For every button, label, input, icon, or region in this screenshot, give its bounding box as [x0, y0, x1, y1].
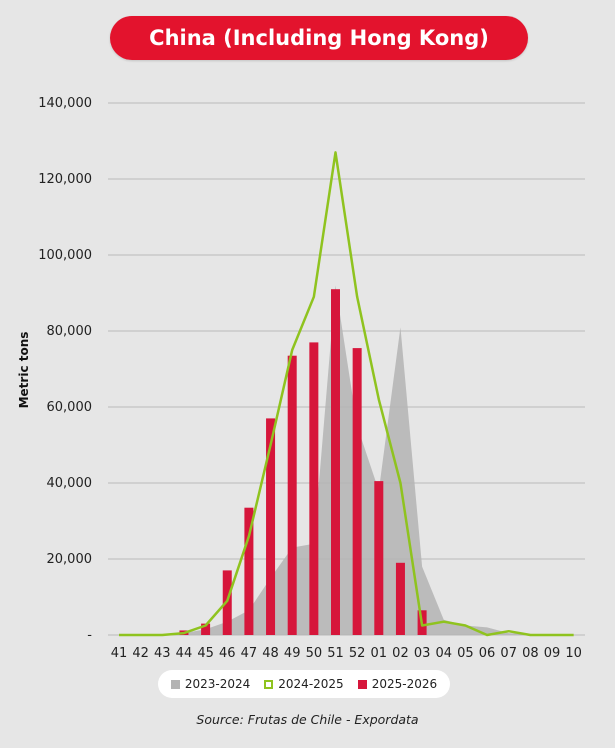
bar-2025-2026 — [244, 507, 254, 635]
y-tick-label: 120,000 — [38, 172, 92, 187]
x-tick-label: 03 — [414, 646, 431, 661]
x-tick-label: 49 — [284, 646, 301, 661]
bar-2025-2026 — [266, 418, 276, 635]
y-tick-label: 40,000 — [47, 476, 93, 491]
legend-label-2025-2026: 2025-2026 — [371, 677, 438, 691]
legend-label-2023-2024: 2023-2024 — [184, 677, 251, 691]
x-tick-label: 52 — [349, 646, 366, 661]
x-tick-label: 44 — [176, 646, 193, 661]
bar-2025-2026 — [309, 342, 319, 635]
chart-title: China (Including Hong Kong) — [110, 16, 528, 60]
legend-item-2024-2025[interactable]: 2024-2025 — [264, 677, 344, 691]
bar-2025-2026 — [287, 355, 297, 635]
x-tick-label: 06 — [479, 646, 496, 661]
bar-2025-2026 — [331, 289, 340, 635]
y-tick-label: 140,000 — [38, 96, 92, 111]
x-tick-label: 46 — [219, 646, 236, 661]
legend-swatch-2023-2024 — [170, 679, 180, 689]
x-tick-label: 51 — [327, 646, 344, 661]
x-tick-label: 48 — [262, 646, 279, 661]
area-2023-2024 — [119, 285, 574, 635]
x-tick-label: 08 — [522, 646, 539, 661]
y-tick-label: - — [87, 628, 92, 643]
bar-2025-2026 — [222, 570, 232, 635]
x-tick-label: 02 — [392, 646, 409, 661]
x-tick-label: 41 — [111, 646, 128, 661]
x-tick-label: 10 — [565, 646, 582, 661]
y-tick-label: 20,000 — [47, 552, 93, 567]
x-tick-label: 50 — [306, 646, 323, 661]
y-tick-label: 80,000 — [47, 324, 93, 339]
x-tick-label: 04 — [435, 646, 452, 661]
y-tick-label: 100,000 — [38, 248, 92, 263]
x-tick-label: 07 — [500, 646, 517, 661]
x-tick-label: 01 — [371, 646, 388, 661]
legend: 2023-2024 2024-2025 2025-2026 — [158, 670, 450, 698]
bar-2025-2026 — [201, 623, 211, 635]
series-2023-2024 — [119, 285, 574, 635]
x-tick-label: 47 — [241, 646, 258, 661]
x-tick-label: 45 — [197, 646, 214, 661]
legend-item-2025-2026[interactable]: 2025-2026 — [357, 677, 438, 691]
x-tick-label: 43 — [154, 646, 171, 661]
x-tick-labels: 41 42 43 44 45 46 47 48 49 50 51 52 01 02 03 04 05 06 07 08… — [111, 646, 582, 661]
x-tick-label: 09 — [544, 646, 561, 661]
legend-swatch-2024-2025 — [264, 679, 274, 689]
legend-label-2024-2025: 2024-2025 — [278, 677, 344, 691]
bar-2025-2026 — [395, 562, 405, 635]
y-tick-labels: - 20,000 40,000 60,000 80,000 100,000 120,000 1… — [38, 96, 92, 643]
source-note: Source: Frutas de Chile - Expordata — [196, 712, 419, 727]
legend-item-2023-2024[interactable]: 2023-2024 — [170, 677, 251, 691]
y-axis-label: Metric tons — [17, 332, 31, 409]
x-tick-label: 05 — [457, 646, 474, 661]
x-tick-label: 42 — [132, 646, 149, 661]
bar-2025-2026 — [374, 481, 384, 635]
series-2024-2025 — [119, 151, 574, 637]
line-2024-2025 — [119, 151, 574, 637]
bar-2025-2026 — [352, 348, 362, 635]
series-2025-2026 — [179, 289, 427, 635]
legend-swatch-2025-2026 — [357, 679, 367, 689]
y-tick-label: 60,000 — [47, 400, 93, 415]
